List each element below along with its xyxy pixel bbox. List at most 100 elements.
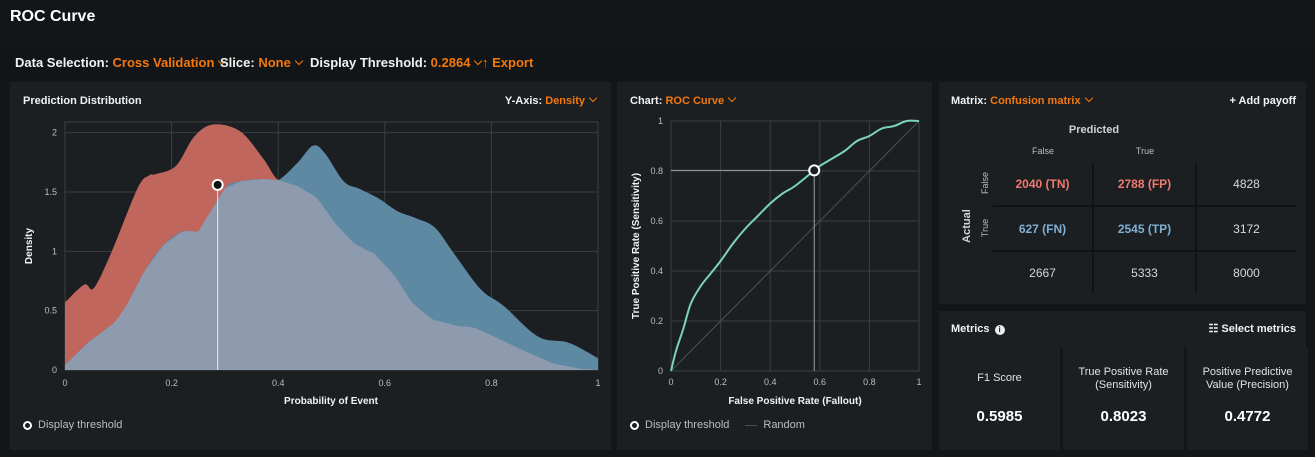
select-metrics-button[interactable]: ☷ Select metrics (1208, 322, 1296, 335)
page-title: ROC Curve (10, 8, 96, 25)
y-tick-label: 0 (658, 366, 663, 376)
y-tick-label: 0.8 (650, 166, 663, 176)
chevron-down-icon (294, 56, 304, 66)
cell-row2-total: 3172 (1197, 207, 1296, 250)
y-axis-label: Density (24, 228, 35, 265)
metric-label: True Positive Rate (Sensitivity) (1078, 366, 1169, 391)
slice-value: None (258, 55, 291, 70)
y-tick-label: 0.4 (650, 266, 663, 276)
y-axis-dropdown[interactable]: Y-Axis: Density (504, 93, 599, 107)
y-tick-label: 0.2 (650, 316, 663, 326)
export-label: Export (492, 55, 534, 70)
actual-header: Actual (961, 209, 973, 243)
matrix-value: Confusion matrix (990, 95, 1081, 107)
cell-grand-total: 8000 (1197, 252, 1296, 293)
matrix-label: Matrix: (951, 95, 988, 107)
cell-row1-total: 4828 (1197, 163, 1296, 205)
sliders-icon: ☷ (1208, 323, 1219, 335)
x-tick-label: 0 (668, 377, 673, 387)
x-tick-label: 1 (595, 378, 600, 388)
overlap-area (65, 179, 598, 370)
threshold-marker[interactable] (211, 178, 224, 191)
slice-label: Slice: (220, 55, 255, 70)
x-tick-label: 1 (916, 377, 921, 387)
legend-label: Display threshold (38, 419, 123, 431)
add-payoff-button[interactable]: + Add payoff (1229, 95, 1296, 107)
y-axis-value: Density (545, 95, 585, 107)
legend-label: Display threshold (645, 419, 730, 431)
threshold-label: Display Threshold: (310, 55, 428, 70)
y-tick-label: 0 (52, 365, 57, 375)
threshold-marker[interactable] (808, 164, 821, 177)
display-threshold-dropdown[interactable]: Display Threshold: 0.2864 (310, 55, 484, 70)
random-line (670, 120, 920, 372)
slice-dropdown[interactable]: Slice: None (220, 55, 305, 70)
threshold-value: 0.2864 (430, 55, 471, 70)
y-tick-label: 0.6 (650, 216, 663, 226)
confusion-matrix-grid: 2040 (TN) 2788 (FP) 4828 627 (FN) 2545 (… (993, 163, 1296, 293)
add-payoff-label: Add payoff (1238, 95, 1296, 107)
upload-icon: ↑ (482, 55, 489, 70)
row-false-label: False (980, 172, 990, 195)
cell-tp[interactable]: 2545 (TP) (1094, 207, 1195, 250)
metric-card-tpr: True Positive Rate (Sensitivity) 0.8023 (1063, 348, 1184, 450)
metrics-title: Metrics i (951, 323, 1005, 335)
y-tick-label: 1 (658, 116, 663, 126)
select-metrics-label: Select metrics (1221, 323, 1296, 335)
export-button[interactable]: ↑ Export (482, 55, 533, 70)
cell-col2-total: 5333 (1094, 252, 1195, 293)
chart-type-dropdown[interactable]: Chart: ROC Curve (630, 93, 738, 107)
metric-value: 0.8023 (1100, 408, 1147, 425)
x-tick-label: 0.6 (814, 377, 827, 387)
legend-display-threshold: Display threshold (23, 419, 122, 431)
metric-card-ppv: Positive Predictive Value (Precision) 0.… (1187, 348, 1308, 450)
metrics-panel: Metrics i ☷ Select metrics F1 Score 0.59… (939, 311, 1308, 450)
metric-label: Positive Predictive Value (Precision) (1202, 366, 1293, 391)
data-selection-label: Data Selection: (15, 55, 109, 70)
metric-value: 0.5985 (976, 408, 1023, 425)
y-axis-label: Y-Axis: (504, 95, 543, 107)
roc-curve-line (670, 119, 920, 372)
chart-label: Chart: (630, 95, 663, 107)
y-tick-label: 0.5 (44, 306, 57, 316)
chart-value: ROC Curve (665, 95, 725, 107)
metric-card-f1: F1 Score 0.5985 (939, 348, 1060, 450)
data-selection-dropdown[interactable]: Data Selection: Cross Validation (15, 55, 228, 70)
x-tick-label: 0.4 (764, 377, 777, 387)
x-tick-label: 0 (62, 378, 67, 388)
legend-random-label: Random (763, 419, 805, 431)
x-tick-label: 0.6 (379, 378, 392, 388)
matrix-dropdown[interactable]: Matrix: Confusion matrix (951, 93, 1095, 107)
y-tick-label: 2 (52, 128, 57, 138)
cell-tn[interactable]: 2040 (TN) (993, 163, 1092, 205)
x-tick-label: 0.4 (272, 378, 285, 388)
roc-chart[interactable]: 0 0.2 0.4 0.6 0.8 1 0 0.2 0.4 0.6 0.8 1 False Posit… (617, 82, 932, 450)
metric-label: F1 Score (977, 372, 1022, 384)
panel-title: Prediction Distribution (23, 95, 142, 107)
y-tick-label: 1 (52, 246, 57, 256)
col-true-label: True (1135, 146, 1155, 156)
metric-value: 0.4772 (1224, 408, 1271, 425)
random-line-icon (745, 424, 758, 426)
x-tick-label: 0.8 (485, 378, 498, 388)
threshold-circle-icon (23, 420, 32, 430)
metrics-title-label: Metrics (951, 323, 990, 335)
cell-fn[interactable]: 627 (FN) (993, 207, 1092, 250)
y-axis-label: True Positive Rate (Sensitivity) (631, 173, 642, 319)
legend-display-threshold: Display threshold Random (630, 419, 805, 431)
distribution-chart[interactable]: 0 0.2 0.4 0.6 0.8 1 0 0.5 1 1.5 2 Probability of E… (10, 82, 611, 450)
x-tick-label: 0.2 (714, 377, 727, 387)
plus-icon: + (1229, 95, 1236, 107)
x-axis-label: False Positive Rate (Fallout) (728, 396, 861, 407)
row-true-label: True (980, 218, 990, 238)
cell-col1-total: 2667 (993, 252, 1092, 293)
toolbar: Data Selection: Cross Validation Slice: … (0, 48, 1315, 80)
info-icon[interactable]: i (994, 325, 1005, 335)
predicted-header: Predicted (1068, 124, 1120, 136)
x-tick-label: 0.8 (863, 377, 876, 387)
x-tick-label: 0.2 (165, 378, 178, 388)
prediction-distribution-panel: Prediction Distribution Y-Axis: Density … (10, 82, 611, 450)
threshold-circle-icon (630, 420, 639, 430)
roc-panel: Chart: ROC Curve 0 0.2 0.4 0.6 0.8 1 0 0.2 0.4 0.… (617, 82, 932, 450)
cell-fp[interactable]: 2788 (FP) (1094, 163, 1195, 205)
